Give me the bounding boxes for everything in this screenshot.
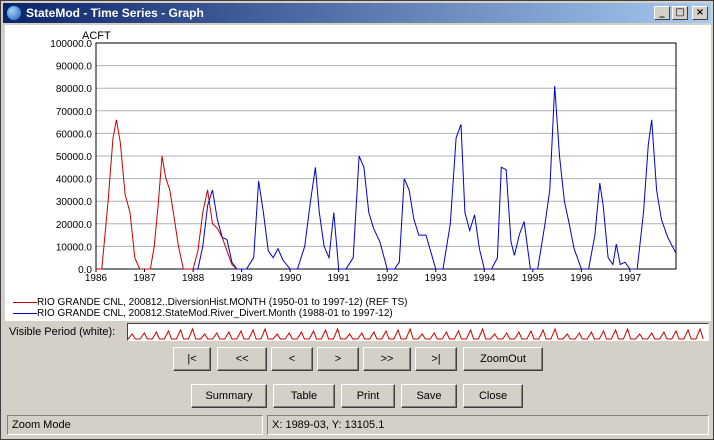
graph-panel[interactable]: 0.0 10000.0 20000.0 30000.0 40000.0 50000.0 60… <box>5 25 711 321</box>
x-tick-label: 1994 <box>473 273 496 284</box>
y-tick-label: 100000.0 <box>50 39 92 50</box>
y-tick-label: 20000.0 <box>56 220 93 231</box>
legend-item-statemod: RIO GRANDE CNL, 200812.StateMod.River_Di… <box>13 308 393 319</box>
maximize-button[interactable]: □ <box>672 6 688 20</box>
y-tick-label: 0.0 <box>78 265 92 276</box>
close-window-button[interactable]: × <box>692 6 708 20</box>
last-button[interactable]: >| <box>415 347 457 371</box>
x-tick-label: 1993 <box>425 273 448 284</box>
back-button[interactable]: < <box>271 347 313 371</box>
print-button[interactable]: Print <box>341 384 395 408</box>
first-button[interactable]: |< <box>173 347 211 371</box>
title-bar[interactable]: StateMod - Time Series - Graph _ □ × <box>3 3 711 23</box>
x-tick-label: 1995 <box>522 273 545 284</box>
y-tick-label: 90000.0 <box>56 62 93 73</box>
x-tick-label: 1990 <box>279 273 302 284</box>
status-mode: Zoom Mode <box>7 415 263 435</box>
save-button[interactable]: Save <box>401 384 457 408</box>
x-tick-label: 1986 <box>85 273 108 284</box>
time-series-chart[interactable]: 0.0 10000.0 20000.0 30000.0 40000.0 50000.0 60… <box>5 25 711 321</box>
close-button[interactable]: Close <box>463 384 523 408</box>
y-tick-label: 50000.0 <box>56 152 93 163</box>
plot-frame <box>95 42 677 270</box>
overview-graph <box>128 327 704 340</box>
forward-page-button[interactable]: >> <box>363 347 411 371</box>
app-icon <box>6 5 22 21</box>
window-title: StateMod - Time Series - Graph <box>26 6 204 20</box>
y-tick-label: 70000.0 <box>56 107 93 118</box>
summary-button[interactable]: Summary <box>191 384 267 408</box>
legend-item-reference: RIO GRANDE CNL, 200812..DiversionHist.MO… <box>13 297 408 308</box>
y-axis-label: ACFT <box>82 30 111 42</box>
visible-period-row: Visible Period (white): <box>5 323 711 341</box>
forward-button[interactable]: > <box>317 347 359 371</box>
legend-swatch-blue <box>13 313 37 314</box>
table-button[interactable]: Table <box>273 384 335 408</box>
overview-series-line <box>128 327 704 340</box>
series-line-reference <box>96 119 242 270</box>
y-tick-label: 10000.0 <box>56 242 93 253</box>
status-coordinates: X: 1989-03, Y: 13105.1 <box>267 415 709 435</box>
legend-label-reference: RIO GRANDE CNL, 200812..DiversionHist.MO… <box>37 297 408 308</box>
y-tick-label: 60000.0 <box>56 129 93 140</box>
x-tick-label: 1992 <box>376 273 399 284</box>
y-tick-label: 80000.0 <box>56 84 93 95</box>
series-line-statemod <box>193 85 677 270</box>
minimize-button[interactable]: _ <box>654 6 670 20</box>
x-tick-label: 1991 <box>328 273 351 284</box>
x-tick-label: 1996 <box>570 273 593 284</box>
visible-period-label: Visible Period (white): <box>9 326 116 338</box>
legend-swatch-red <box>13 302 37 303</box>
x-tick-label: 1997 <box>619 273 642 284</box>
x-tick-label: 1989 <box>230 273 253 284</box>
x-tick-label: 1988 <box>182 273 205 284</box>
y-tick-label: 40000.0 <box>56 175 93 186</box>
y-tick-label: 30000.0 <box>56 197 93 208</box>
back-page-button[interactable]: << <box>217 347 267 371</box>
legend-label-statemod: RIO GRANDE CNL, 200812.StateMod.River_Di… <box>37 308 393 319</box>
visible-period-overview[interactable] <box>127 323 709 341</box>
zoom-out-button[interactable]: ZoomOut <box>463 347 543 371</box>
x-tick-label: 1987 <box>133 273 156 284</box>
